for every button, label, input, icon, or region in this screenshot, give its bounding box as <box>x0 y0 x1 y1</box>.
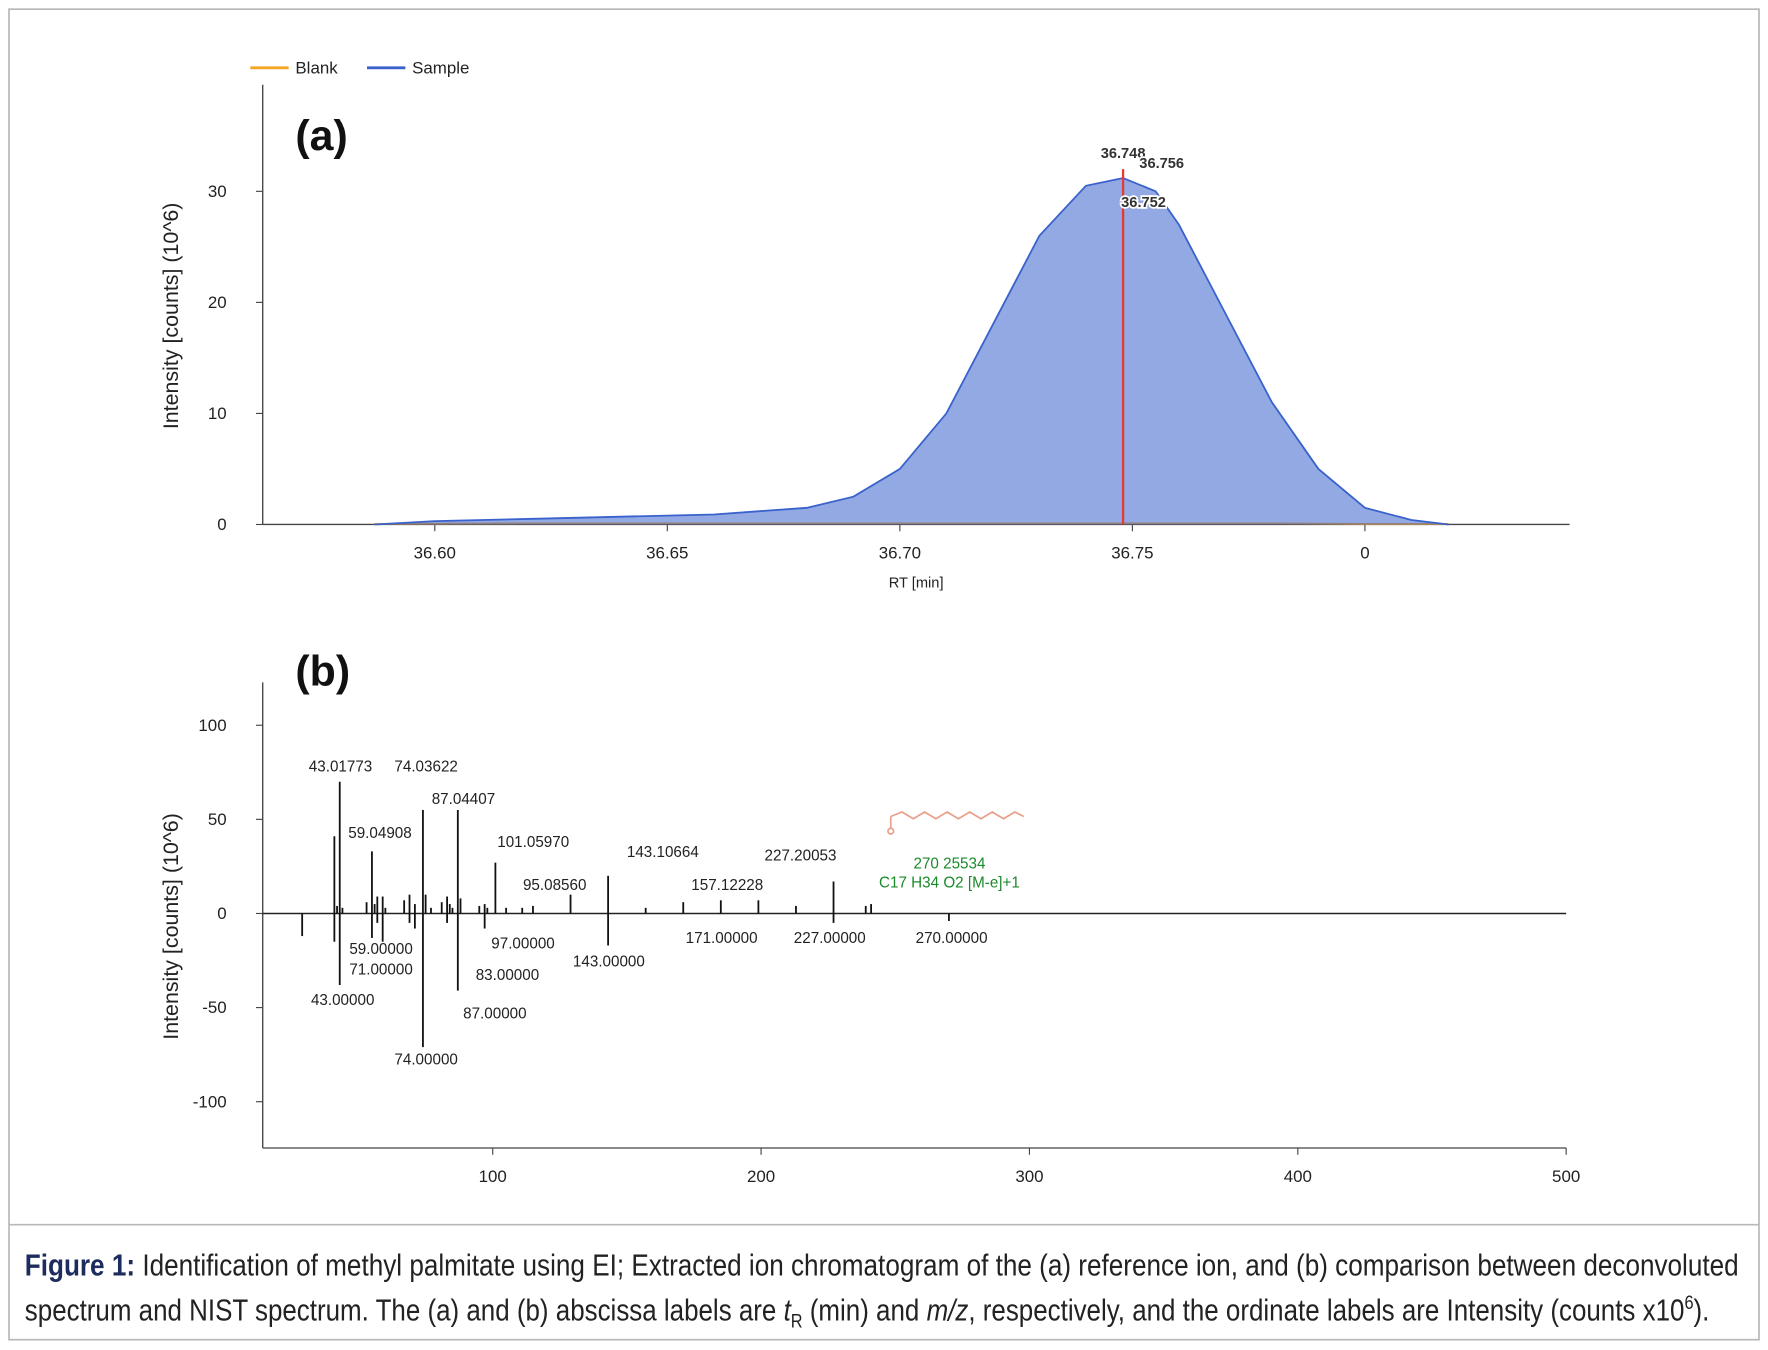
panel-label: (b) <box>295 648 350 696</box>
caption-line: spectrum and NIST spectrum. The (a) and … <box>25 1293 1710 1332</box>
caption-text: t <box>784 1294 793 1328</box>
frame <box>8 8 1760 1341</box>
x-tick-label: 300 <box>1015 1167 1043 1186</box>
legend-label: Blank <box>295 58 338 77</box>
peak-label: 83.00000 <box>476 967 539 984</box>
y-axis-label: Intensity [counts] (10^6) <box>159 813 183 1040</box>
y-tick-label: -50 <box>202 998 226 1017</box>
y-tick-label: 100 <box>198 716 226 735</box>
peak-label: 101.05970 <box>497 834 569 851</box>
peak-label: 36.756 <box>1139 156 1184 172</box>
y-tick-label: 0 <box>217 515 226 534</box>
peak-label: 43.01773 <box>309 759 372 776</box>
peak-label: 43.00000 <box>311 992 374 1009</box>
x-tick-label: 200 <box>747 1167 775 1186</box>
line <box>374 177 1449 526</box>
peak-label: 97.00000 <box>491 935 554 952</box>
molecule <box>887 811 1025 835</box>
y-tick-label: 30 <box>208 182 227 201</box>
peak-label: 227.20053 <box>765 848 837 865</box>
y-tick-label: -100 <box>193 1092 227 1111</box>
peak-label: 36.752 <box>1121 195 1166 211</box>
caption-text: m/z <box>927 1294 969 1328</box>
caption-text: Identification of methyl palmitate using… <box>142 1248 1738 1282</box>
peak-label: 270.00000 <box>916 930 988 947</box>
x-tick-label: 100 <box>479 1167 507 1186</box>
caption-line: Figure 1: Identification of methyl palmi… <box>25 1248 1739 1282</box>
peak-label: 59.04908 <box>348 825 411 842</box>
area-fill <box>374 178 1449 525</box>
peak-label: 95.08560 <box>523 877 586 894</box>
caption-text: ). <box>1694 1294 1710 1328</box>
peak-label: 74.00000 <box>394 1051 457 1068</box>
peak-label: 87.00000 <box>463 1005 526 1022</box>
caption-text: , respectively, and the ordinate labels … <box>968 1294 1684 1328</box>
x-tick-label: 36.75 <box>1111 543 1153 562</box>
caption-text: spectrum and NIST spectrum. The (a) and … <box>25 1294 784 1328</box>
y-tick-label: 20 <box>208 293 227 312</box>
x-tick-label: 400 <box>1284 1167 1312 1186</box>
peak-label: 36.748 <box>1101 146 1146 162</box>
x-tick-label: 36.65 <box>646 543 688 562</box>
peak-label: C17 H34 O2 [M-e]+1 <box>879 874 1020 891</box>
peak-label: 87.04407 <box>432 791 495 808</box>
peak-label: 71.00000 <box>349 961 412 978</box>
peak-label: 157.12228 <box>691 877 763 894</box>
peak-label: 59.00000 <box>349 941 412 958</box>
peak-label: 270 25534 <box>913 855 985 872</box>
peak-label: 171.00000 <box>686 930 758 947</box>
y-tick-label: 0 <box>217 904 226 923</box>
peak-label: 74.03622 <box>394 759 457 776</box>
peak-label: 227.00000 <box>794 930 866 947</box>
legend-label: Sample <box>412 58 469 77</box>
x-tick-label: 500 <box>1552 1167 1580 1186</box>
caption-superscript: 6 <box>1684 1293 1693 1314</box>
caption-subscript: R <box>791 1311 803 1332</box>
peak-label: 143.00000 <box>573 953 645 970</box>
y-tick-label: 10 <box>208 404 227 423</box>
caption-label: Figure 1: <box>25 1248 135 1282</box>
peak-label: 143.10664 <box>627 844 699 861</box>
x-tick-label: 36.70 <box>879 543 921 562</box>
y-axis-label: Intensity [counts] (10^6) <box>159 203 183 430</box>
caption-text: (min) and <box>803 1294 927 1328</box>
x-tick-label: 0 <box>1360 543 1369 562</box>
panel-label: (a) <box>295 112 347 160</box>
y-tick-label: 50 <box>208 810 227 829</box>
x-axis-label: RT [min] <box>889 576 944 592</box>
x-tick-label: 36.60 <box>414 543 456 562</box>
